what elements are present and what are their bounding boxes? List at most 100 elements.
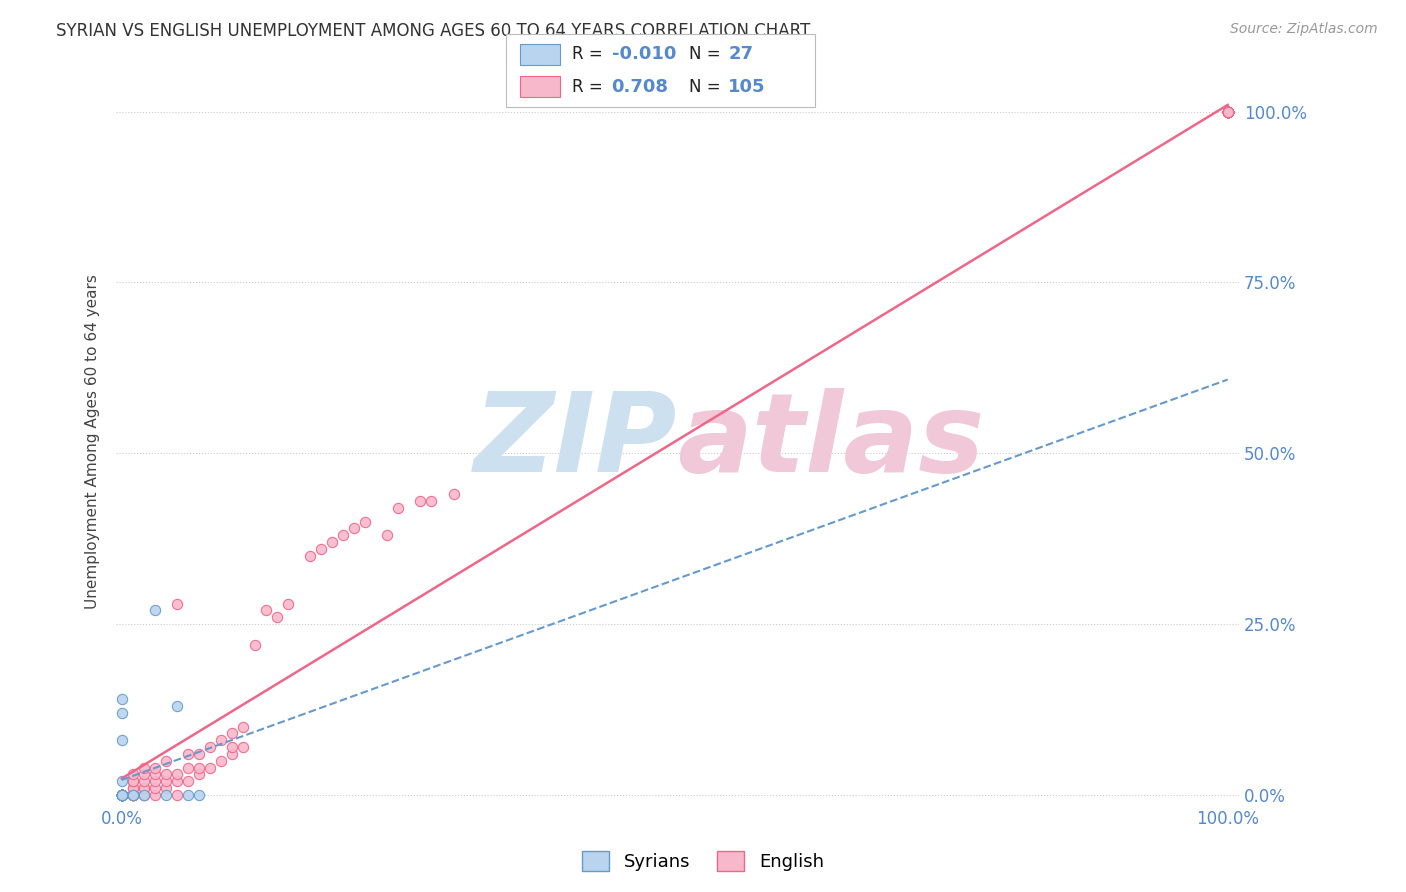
Point bbox=[132, 788, 155, 802]
Point bbox=[1216, 104, 1239, 119]
Point bbox=[1216, 104, 1239, 119]
Text: atlas: atlas bbox=[678, 388, 984, 495]
Point bbox=[121, 767, 143, 781]
Point bbox=[111, 788, 134, 802]
Point bbox=[177, 788, 200, 802]
Point bbox=[111, 788, 134, 802]
Point bbox=[111, 788, 134, 802]
Point bbox=[111, 788, 134, 802]
Point bbox=[121, 788, 143, 802]
Point bbox=[1216, 104, 1239, 119]
Point bbox=[221, 739, 243, 754]
Point bbox=[188, 767, 211, 781]
Point bbox=[132, 788, 155, 802]
Point bbox=[121, 788, 143, 802]
Point bbox=[243, 638, 266, 652]
Point bbox=[309, 541, 332, 556]
Point bbox=[354, 515, 377, 529]
Point bbox=[132, 788, 155, 802]
Point bbox=[1216, 104, 1239, 119]
Point bbox=[420, 494, 443, 508]
Point bbox=[143, 788, 166, 802]
Point bbox=[111, 788, 134, 802]
Point bbox=[155, 754, 177, 768]
Point bbox=[166, 774, 188, 789]
Point bbox=[1216, 104, 1239, 119]
Point bbox=[111, 774, 134, 789]
Point bbox=[221, 726, 243, 740]
Point bbox=[1216, 104, 1239, 119]
Point bbox=[132, 760, 155, 774]
Point bbox=[121, 774, 143, 789]
Text: N =: N = bbox=[689, 78, 725, 95]
Point bbox=[1216, 104, 1239, 119]
Point bbox=[111, 788, 134, 802]
Point bbox=[1216, 104, 1239, 119]
Point bbox=[1216, 104, 1239, 119]
Point bbox=[1216, 104, 1239, 119]
Point bbox=[387, 500, 409, 515]
Text: R =: R = bbox=[572, 78, 609, 95]
Point bbox=[121, 788, 143, 802]
Point bbox=[1216, 104, 1239, 119]
Point bbox=[332, 528, 354, 542]
Text: R =: R = bbox=[572, 45, 609, 63]
Point bbox=[443, 487, 465, 501]
Point bbox=[111, 788, 134, 802]
Point bbox=[188, 747, 211, 761]
Point bbox=[1216, 104, 1239, 119]
Point bbox=[1216, 104, 1239, 119]
Point bbox=[177, 774, 200, 789]
Point bbox=[121, 780, 143, 795]
Point bbox=[221, 747, 243, 761]
Point bbox=[209, 754, 232, 768]
Y-axis label: Unemployment Among Ages 60 to 64 years: Unemployment Among Ages 60 to 64 years bbox=[86, 274, 100, 608]
Point bbox=[111, 788, 134, 802]
Point bbox=[143, 780, 166, 795]
Point bbox=[143, 774, 166, 789]
Point bbox=[111, 788, 134, 802]
Point bbox=[277, 597, 299, 611]
Text: -0.010: -0.010 bbox=[612, 45, 676, 63]
Point bbox=[1216, 104, 1239, 119]
Point bbox=[1216, 104, 1239, 119]
Text: 105: 105 bbox=[728, 78, 766, 95]
Point bbox=[111, 788, 134, 802]
Point bbox=[1216, 104, 1239, 119]
Point bbox=[121, 788, 143, 802]
Point bbox=[111, 788, 134, 802]
Point bbox=[1216, 104, 1239, 119]
Point bbox=[166, 788, 188, 802]
Text: 0.708: 0.708 bbox=[612, 78, 669, 95]
Point bbox=[1216, 104, 1239, 119]
Point bbox=[188, 788, 211, 802]
Point bbox=[1216, 104, 1239, 119]
Point bbox=[111, 788, 134, 802]
Point bbox=[298, 549, 321, 563]
Point bbox=[132, 774, 155, 789]
Point bbox=[1216, 104, 1239, 119]
Point bbox=[111, 788, 134, 802]
Point bbox=[166, 698, 188, 713]
Point bbox=[409, 494, 432, 508]
Point bbox=[375, 528, 398, 542]
Point bbox=[155, 767, 177, 781]
Point bbox=[111, 788, 134, 802]
Point bbox=[111, 788, 134, 802]
Point bbox=[1216, 104, 1239, 119]
Point bbox=[1216, 104, 1239, 119]
Point bbox=[121, 788, 143, 802]
Point bbox=[111, 788, 134, 802]
Point bbox=[121, 774, 143, 789]
Point bbox=[121, 780, 143, 795]
Point bbox=[188, 760, 211, 774]
Point bbox=[111, 788, 134, 802]
Point bbox=[143, 767, 166, 781]
Point bbox=[321, 535, 343, 549]
Point bbox=[177, 760, 200, 774]
Text: Source: ZipAtlas.com: Source: ZipAtlas.com bbox=[1230, 22, 1378, 37]
Point bbox=[155, 788, 177, 802]
Point bbox=[166, 767, 188, 781]
Point bbox=[166, 597, 188, 611]
Point bbox=[1216, 104, 1239, 119]
